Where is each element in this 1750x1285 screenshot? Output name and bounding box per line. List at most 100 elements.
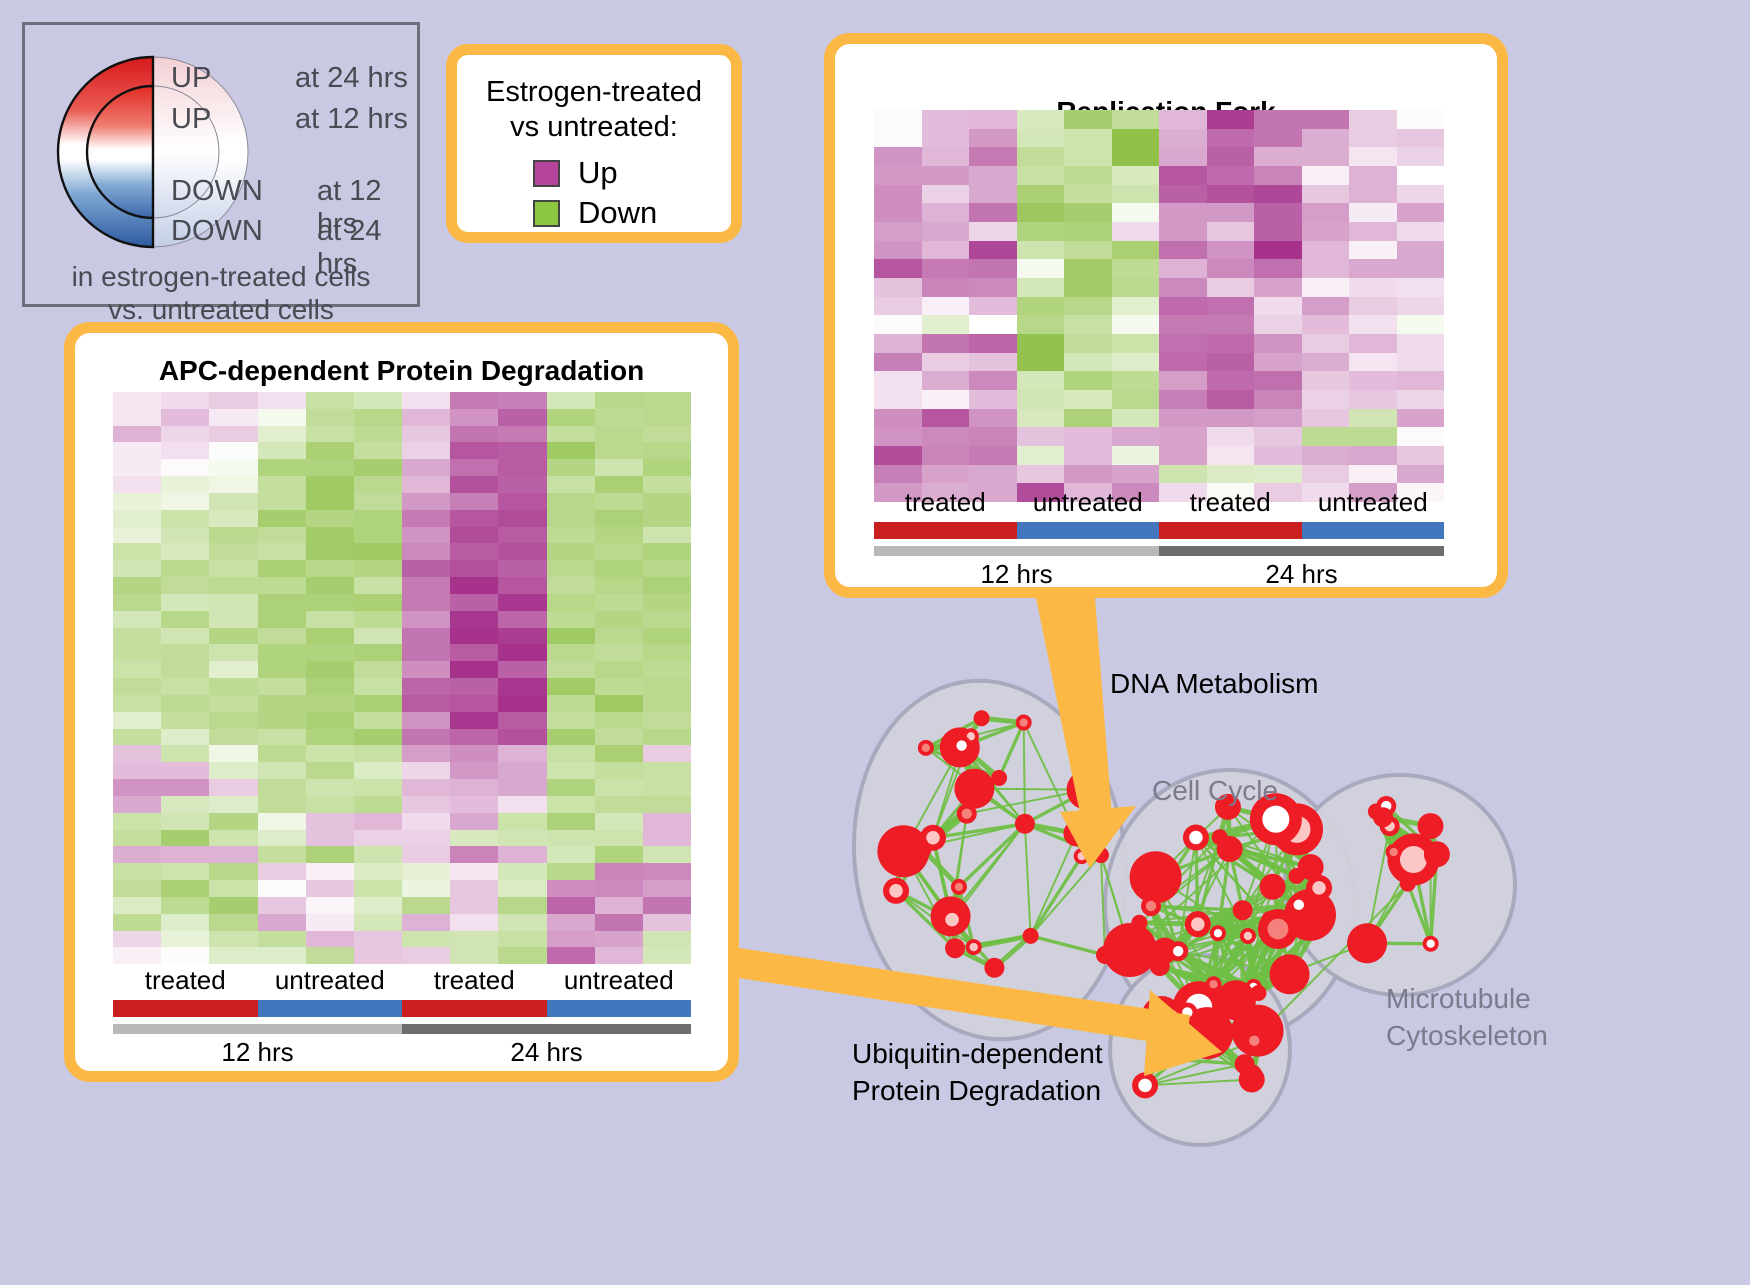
heatmap-cell [209, 846, 257, 863]
heatmap-cell [874, 409, 922, 428]
heatmap-cell [643, 560, 691, 577]
network-node-core [1400, 846, 1427, 873]
heatmap-row [874, 465, 1444, 484]
heatmap-cell [969, 371, 1017, 390]
network-node[interactable] [1015, 814, 1035, 834]
heatmap-cell [450, 392, 498, 409]
heatmap-cell [450, 880, 498, 897]
network-node[interactable] [1130, 851, 1182, 903]
network-node[interactable] [1023, 928, 1039, 944]
heatmap-cell [1302, 409, 1350, 428]
heatmap-cell [643, 830, 691, 847]
network-node[interactable] [1232, 986, 1252, 1006]
network-node-core [1390, 848, 1398, 856]
heatmap-cell [595, 611, 643, 628]
updown-legend-panel: Estrogen-treated vs untreated: Up Down [446, 44, 742, 243]
heatmap-cell [1159, 241, 1207, 260]
heatmap-cell [1017, 166, 1065, 185]
heatmap-cell [643, 846, 691, 863]
heatmap-cell [498, 392, 546, 409]
network-node[interactable] [1233, 900, 1253, 920]
heatmap-cell [498, 442, 546, 459]
network-node[interactable] [1400, 876, 1416, 892]
heatmap-cell [1017, 222, 1065, 241]
network-node[interactable] [1424, 841, 1450, 867]
network-node[interactable] [1270, 954, 1310, 994]
heatmap-row [113, 644, 691, 661]
heatmap-cell [595, 830, 643, 847]
network-node[interactable] [1260, 874, 1286, 900]
heatmap-cell [1302, 203, 1350, 222]
network-node[interactable] [1161, 1051, 1177, 1067]
heatmap-cell [1397, 222, 1445, 241]
heatmap-cell [922, 334, 970, 353]
network-node[interactable] [1250, 985, 1266, 1001]
heatmap-cell [1349, 147, 1397, 166]
network-node[interactable] [974, 710, 990, 726]
heatmap-row [874, 409, 1444, 428]
heatmap-cell [161, 560, 209, 577]
cluster-label-microtubule: Microtubule [1386, 983, 1531, 1015]
heatmap-row [113, 611, 691, 628]
network-node[interactable] [1347, 923, 1387, 963]
heatmap-cell [1064, 278, 1112, 297]
heatmap-cell [498, 745, 546, 762]
heatmap-cell [450, 897, 498, 914]
heatmap-cell [450, 560, 498, 577]
network-node[interactable] [954, 769, 994, 809]
heatmap-cell [595, 745, 643, 762]
network-node[interactable] [1217, 836, 1243, 862]
heatmap-cell [209, 426, 257, 443]
heatmap-cell [1349, 390, 1397, 409]
color-key-box: UP at 24 hrs UP at 12 hrs DOWN at 12 hrs… [22, 22, 420, 307]
heatmap-row [113, 947, 691, 964]
network-node[interactable] [1417, 813, 1443, 839]
heatmap-cell [969, 185, 1017, 204]
heatmap-cell [258, 931, 306, 948]
heatmap-cell [209, 712, 257, 729]
heatmap-cell [874, 334, 922, 353]
heatmap-cell [113, 661, 161, 678]
heatmap-cell [402, 577, 450, 594]
heatmap-row [113, 543, 691, 560]
heatmap-cell [1302, 465, 1350, 484]
heatmap-cell [1349, 409, 1397, 428]
network-node[interactable] [945, 938, 965, 958]
rf-cond-label-1: untreated [1017, 487, 1160, 518]
network-node[interactable] [1373, 807, 1393, 827]
heatmap-cell [306, 712, 354, 729]
heatmap-cell [209, 644, 257, 661]
heatmap-row [113, 577, 691, 594]
network-node[interactable] [984, 958, 1004, 978]
heatmap-cell [1159, 203, 1207, 222]
heatmap-cell [969, 203, 1017, 222]
heatmap-cell [402, 947, 450, 964]
heatmap-row [874, 203, 1444, 222]
apc-condition-labels: treated untreated treated untreated [113, 965, 691, 996]
heatmap-cell [1017, 465, 1065, 484]
network-node[interactable] [1093, 847, 1109, 863]
heatmap-cell [595, 846, 643, 863]
network-node[interactable] [1063, 820, 1089, 846]
heatmap-cell [498, 409, 546, 426]
heatmap-cell [498, 813, 546, 830]
legend-label-down: Down [578, 195, 657, 231]
heatmap-cell [161, 695, 209, 712]
heatmap-cell [595, 426, 643, 443]
heatmap-cell [402, 931, 450, 948]
heatmap-cell [595, 510, 643, 527]
heatmap-row [113, 846, 691, 863]
network-node[interactable] [877, 825, 929, 877]
network-node[interactable] [1205, 1018, 1231, 1044]
heatmap-row [113, 813, 691, 830]
heatmap-cell [1254, 203, 1302, 222]
heatmap-cell [1397, 409, 1445, 428]
heatmap-cell [1017, 110, 1065, 129]
network-node[interactable] [1096, 946, 1114, 964]
heatmap-cell [1397, 297, 1445, 316]
heatmap-cell [209, 392, 257, 409]
heatmap-cell [922, 185, 970, 204]
heatmap-row [113, 897, 691, 914]
heatmap-cell [1254, 371, 1302, 390]
network-node[interactable] [1239, 1066, 1265, 1092]
